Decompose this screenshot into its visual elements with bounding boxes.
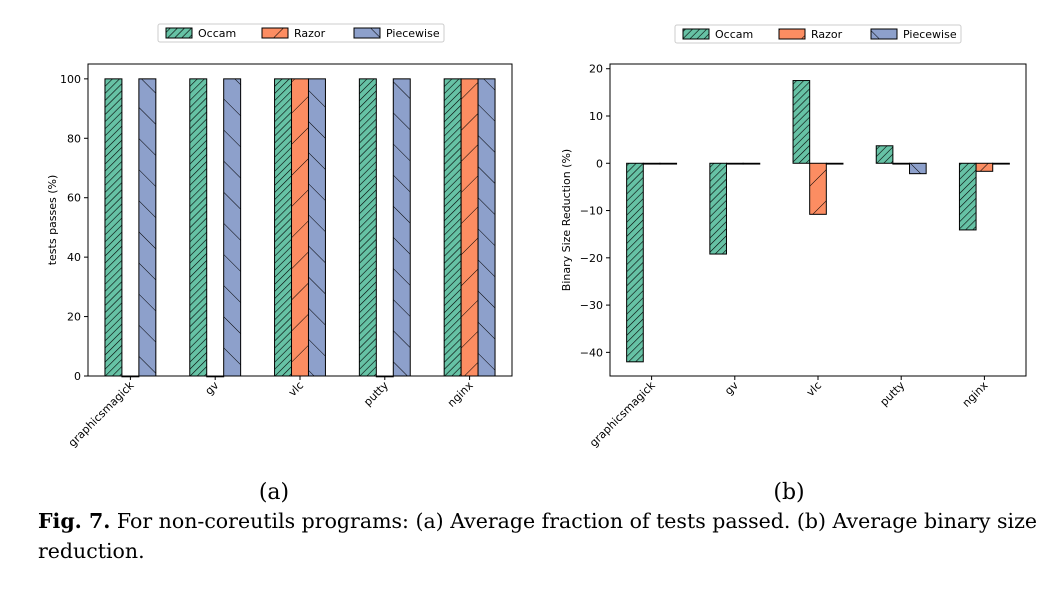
figure: Occam Razor Piecewise tests passes (%) 020… [46, 23, 1027, 505]
bar-piecewise-graphicsmagick [659, 162, 678, 165]
bar-occam-graphicsmagick [626, 162, 644, 363]
bar-occam-graphicsmagick [104, 78, 123, 377]
y-tick-label: 20 [589, 63, 603, 76]
bar-piecewise-nginx [477, 78, 496, 377]
bar-piecewise-gv [742, 162, 761, 165]
x-tick-label-vlc: vlc [804, 379, 824, 399]
bar-razor-putty [892, 162, 911, 165]
y-tick-label: 60 [67, 192, 81, 205]
bar-piecewise-putty [909, 162, 927, 175]
x-tick-label-putty: putty [878, 379, 908, 409]
legend-swatch-razor [261, 27, 289, 39]
x-tick-label-nginx: nginx [960, 379, 991, 410]
bar-occam-gv [709, 162, 727, 255]
legend-swatch-piecewise [353, 27, 381, 39]
x-tick-label-vlc: vlc [286, 379, 306, 399]
x-tick-label-gv: gv [203, 379, 222, 398]
bar-razor-nginx [460, 78, 479, 377]
bar-razor-graphicsmagick [642, 162, 661, 165]
bar-piecewise-graphicsmagick [138, 78, 157, 377]
bar-occam-putty [875, 145, 894, 164]
bar-piecewise-putty [392, 78, 411, 377]
legend-label-piecewise: Piecewise [386, 27, 440, 40]
bar-razor-vlc [291, 78, 309, 377]
legend-swatch-occam [165, 27, 193, 39]
bar-occam-vlc [792, 80, 811, 164]
bar-piecewise-vlc [825, 162, 844, 165]
bar-occam-gv [189, 78, 208, 377]
panel-label-a: (a) [259, 480, 289, 505]
legend-swatch-piecewise [870, 28, 898, 40]
caption-label: Fig. 7. [38, 509, 111, 533]
caption-text: For non-coreutils programs: (a) Average … [38, 509, 1038, 563]
legend-b: Occam Razor Piecewise [674, 24, 962, 44]
y-tick-label: 100 [60, 73, 81, 86]
bar-occam-nginx [443, 78, 462, 377]
legend-label-occam: Occam [198, 27, 236, 40]
bar-occam-nginx [958, 162, 977, 231]
panel-b-chart: Occam Razor Piecewise Binary Size Reductio… [560, 24, 1027, 505]
legend-swatch-razor [778, 28, 806, 40]
y-tick-label: 80 [67, 132, 81, 145]
y-tick-label: −40 [580, 346, 603, 359]
y-tick-label: −10 [580, 205, 603, 218]
plot-b: 20 10 0 −10 −20 −30 −40 graphicsmagick gv vlc putt… [580, 63, 1027, 450]
y-tick-label: 0 [74, 370, 81, 383]
panel-label-b: (b) [773, 480, 804, 505]
panel-a-chart: Occam Razor Piecewise tests passes (%) 0 20… [46, 23, 513, 505]
y-tick-label: 40 [67, 251, 81, 264]
y-tick-label: 20 [67, 311, 81, 324]
legend-label-razor: Razor [811, 28, 843, 41]
x-tick-label-gv: gv [722, 379, 741, 398]
x-tick-label-nginx: nginx [445, 379, 476, 410]
x-tick-label-graphicsmagick: graphicsmagick [587, 378, 658, 449]
y-tick-label: 0 [596, 157, 603, 170]
x-tick-label-graphicsmagick: graphicsmagick [66, 378, 137, 449]
figure-caption: Fig. 7. For non-coreutils programs: (a) … [38, 506, 1048, 566]
ylabel-a: tests passes (%) [46, 175, 59, 266]
y-tick-label: 10 [589, 110, 603, 123]
bar-piecewise-nginx [992, 162, 1010, 165]
plot-a: 0 20 40 60 80 100 graphicsmagick gv vlc putty ngin… [60, 63, 513, 450]
bar-occam-vlc [274, 78, 293, 377]
y-tick-label: −20 [580, 252, 603, 265]
bar-razor-gv [725, 162, 744, 165]
legend-label-razor: Razor [294, 27, 326, 40]
x-tick-label-putty: putty [361, 379, 391, 409]
legend-label-piecewise: Piecewise [903, 28, 957, 41]
ylabel-b: Binary Size Reduction (%) [560, 149, 573, 291]
bar-piecewise-vlc [307, 78, 326, 377]
bar-occam-putty [358, 78, 377, 377]
legend-label-occam: Occam [715, 28, 753, 41]
legend-a: Occam Razor Piecewise [157, 23, 445, 43]
bar-piecewise-gv [223, 78, 242, 377]
bar-razor-nginx [975, 162, 994, 172]
legend-swatch-occam [682, 28, 710, 40]
y-tick-label: −30 [580, 299, 603, 312]
bar-razor-vlc [809, 162, 827, 215]
